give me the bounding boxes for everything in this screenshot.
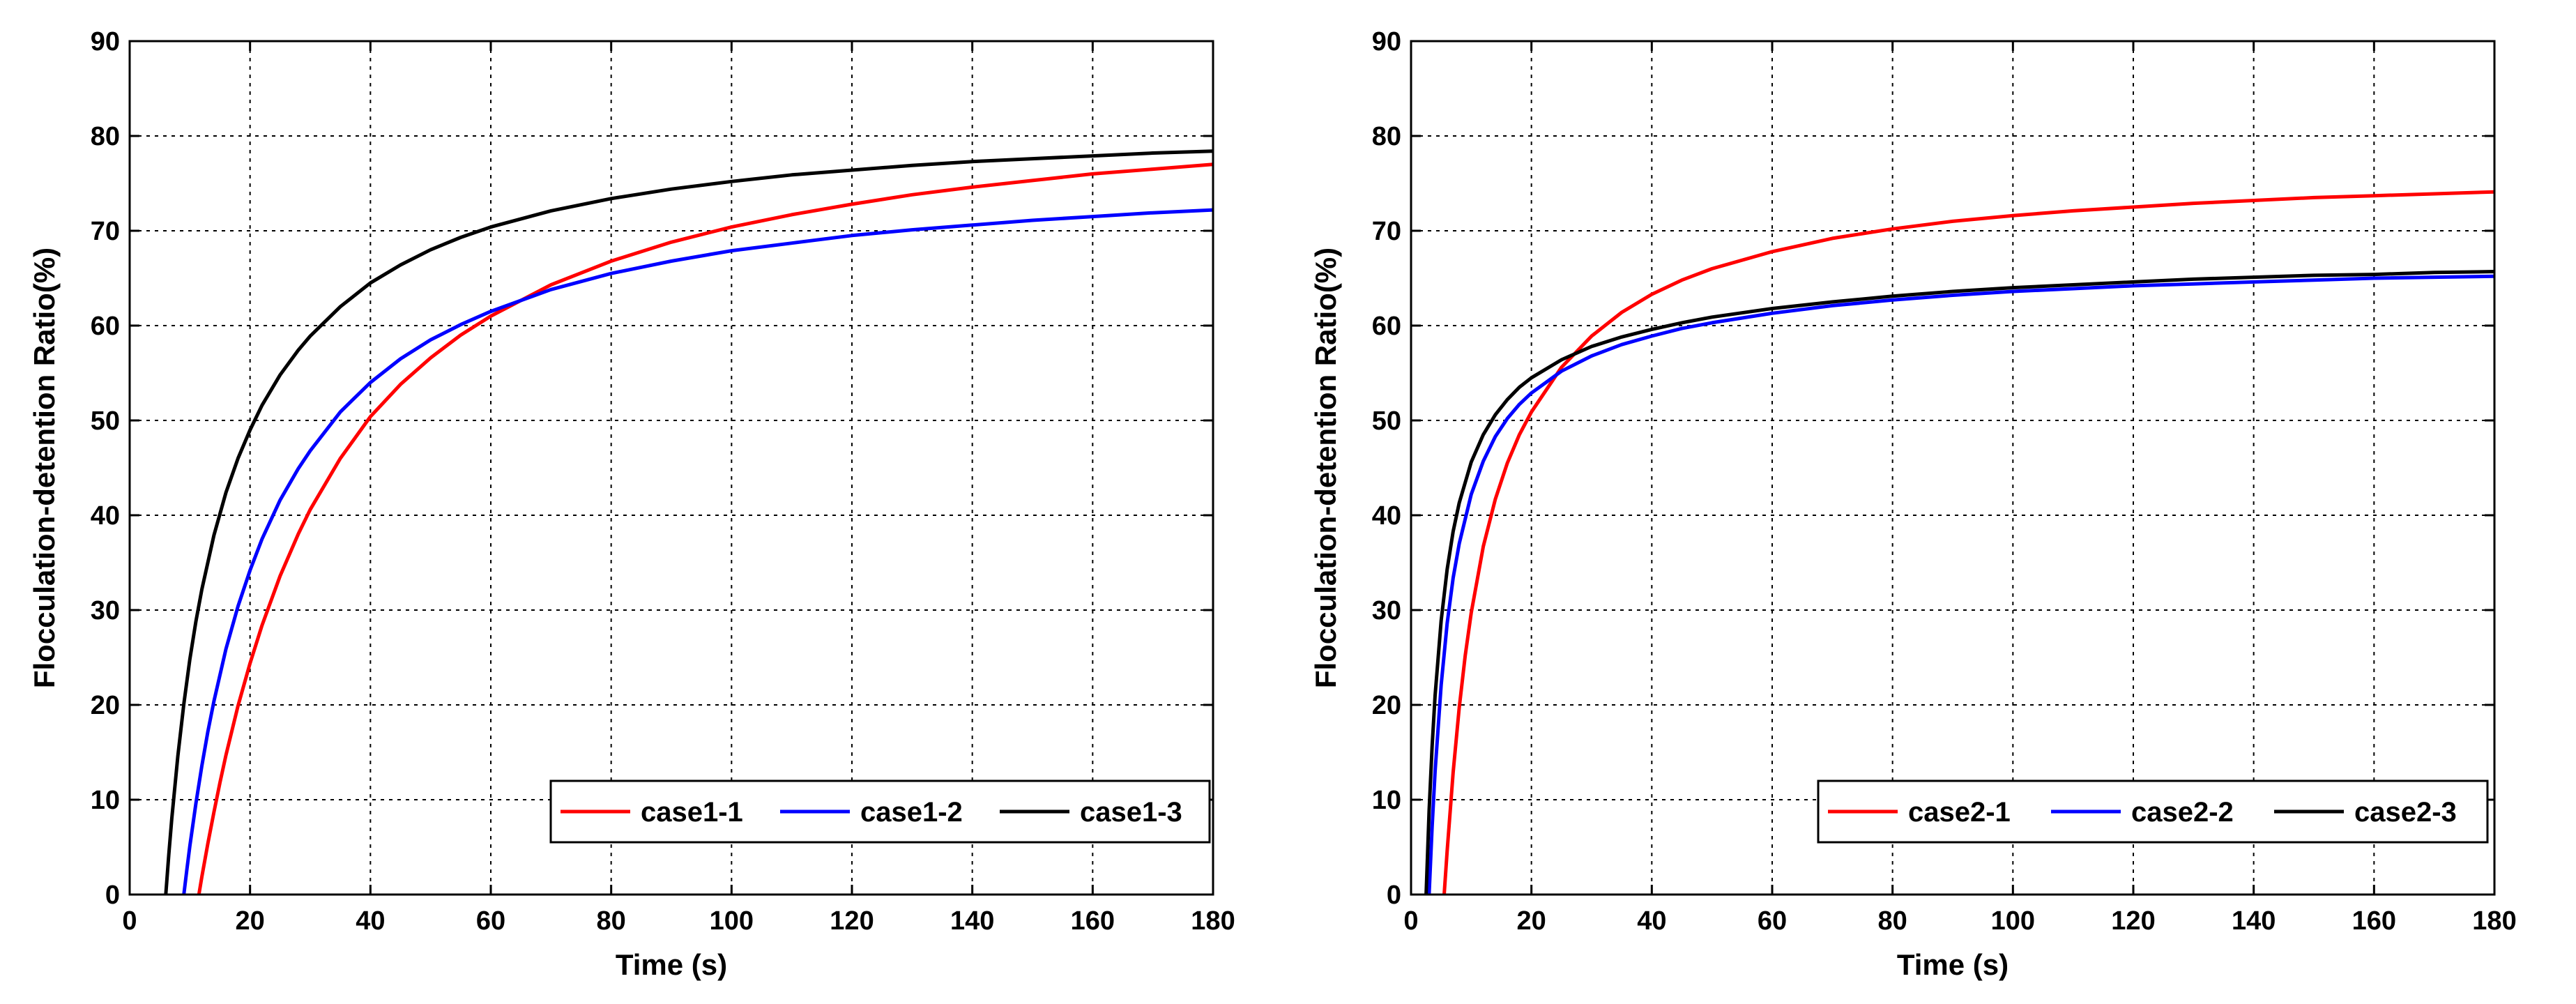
legend-label-case1-2: case1-2 bbox=[860, 797, 963, 828]
x-tick-label: 40 bbox=[1637, 906, 1666, 936]
x-tick-label: 60 bbox=[476, 906, 505, 936]
x-tick-label: 80 bbox=[1878, 906, 1907, 936]
x-tick-label: 80 bbox=[597, 906, 626, 936]
y-tick-label: 20 bbox=[1372, 691, 1401, 720]
legend-label-case2-2: case2-2 bbox=[2131, 797, 2234, 828]
y-tick-label: 0 bbox=[105, 881, 120, 910]
y-tick-label: 40 bbox=[91, 501, 120, 531]
legend-label-case2-3: case2-3 bbox=[2354, 797, 2457, 828]
series-group bbox=[1424, 190, 2494, 895]
x-tick-label: 160 bbox=[2352, 906, 2396, 936]
legend-label-case1-1: case1-1 bbox=[641, 797, 743, 828]
axes-frame bbox=[1410, 40, 2496, 896]
x-tick-label: 140 bbox=[2232, 906, 2276, 936]
legend-label-case1-3: case1-3 bbox=[1080, 797, 1182, 828]
x-tick-label: 100 bbox=[1991, 906, 2035, 936]
series-line-case2-2 bbox=[1427, 274, 2494, 895]
y-tick-label: 50 bbox=[1372, 406, 1401, 436]
legend-box bbox=[549, 779, 1211, 844]
y-tick-label: 60 bbox=[91, 312, 120, 341]
series-group bbox=[164, 149, 1213, 895]
legend: case1-1 case1-2 case1-3 bbox=[549, 779, 1211, 844]
x-tick-label: 100 bbox=[710, 906, 754, 936]
y-tick-label: 40 bbox=[1372, 501, 1401, 531]
y-tick-label: 80 bbox=[91, 122, 120, 151]
x-tick-label: 120 bbox=[2111, 906, 2155, 936]
plot-area bbox=[130, 41, 1213, 895]
axes-frame bbox=[128, 40, 1214, 896]
x-tick-label: 20 bbox=[1517, 906, 1546, 936]
y-tick-label: 10 bbox=[1372, 786, 1401, 815]
x-tick-label: 40 bbox=[356, 906, 385, 936]
x-tick-label: 140 bbox=[950, 906, 994, 936]
x-tick-label: 180 bbox=[1191, 906, 1235, 936]
chart-2: 0 20 40 60 80 100 120 140 160 180 0 10 20 30 40 50 60 70 8… bbox=[1309, 27, 2517, 981]
x-tick-label: 60 bbox=[1758, 906, 1787, 936]
y-tick-label: 10 bbox=[91, 786, 120, 815]
x-tick-label: 0 bbox=[122, 906, 137, 936]
legend-label-case2-1: case2-1 bbox=[1908, 797, 2011, 828]
legend: case2-1 case2-2 case2-3 bbox=[1817, 779, 2489, 844]
y-tick-label: 90 bbox=[1372, 27, 1401, 56]
y-axis-label: Flocculation-detention Ratio(%) bbox=[1309, 248, 1342, 688]
y-tick-label: 60 bbox=[1372, 312, 1401, 341]
series-line-case1-2 bbox=[182, 208, 1213, 895]
y-tick-label: 30 bbox=[1372, 596, 1401, 625]
y-tick-label: 70 bbox=[1372, 217, 1401, 246]
series-line-case2-1 bbox=[1442, 190, 2494, 895]
y-axis-label: Flocculation-detention Ratio(%) bbox=[28, 248, 61, 688]
x-tick-label: 180 bbox=[2472, 906, 2516, 936]
y-tick-label: 30 bbox=[91, 596, 120, 625]
series-line-case1-1 bbox=[197, 162, 1213, 895]
plot-area bbox=[1411, 41, 2494, 895]
chart-1: 0 20 40 60 80 100 120 140 160 180 0 10 20 30 40 50 60 70 8… bbox=[28, 27, 1235, 981]
x-tick-label: 20 bbox=[236, 906, 265, 936]
y-tick-label: 50 bbox=[91, 406, 120, 436]
y-tick-label: 20 bbox=[91, 691, 120, 720]
series-line-case1-3 bbox=[164, 149, 1213, 895]
y-tick-label: 80 bbox=[1372, 122, 1401, 151]
x-axis-label: Time (s) bbox=[616, 948, 727, 981]
series-line-case2-3 bbox=[1424, 270, 2494, 895]
x-tick-label: 120 bbox=[830, 906, 874, 936]
x-axis-label: Time (s) bbox=[1897, 948, 2009, 981]
x-tick-label: 160 bbox=[1071, 906, 1115, 936]
y-tick-label: 90 bbox=[91, 27, 120, 56]
x-tick-label: 0 bbox=[1403, 906, 1418, 936]
y-tick-label: 0 bbox=[1387, 881, 1401, 910]
y-tick-label: 70 bbox=[91, 217, 120, 246]
legend-box bbox=[1817, 779, 2489, 844]
